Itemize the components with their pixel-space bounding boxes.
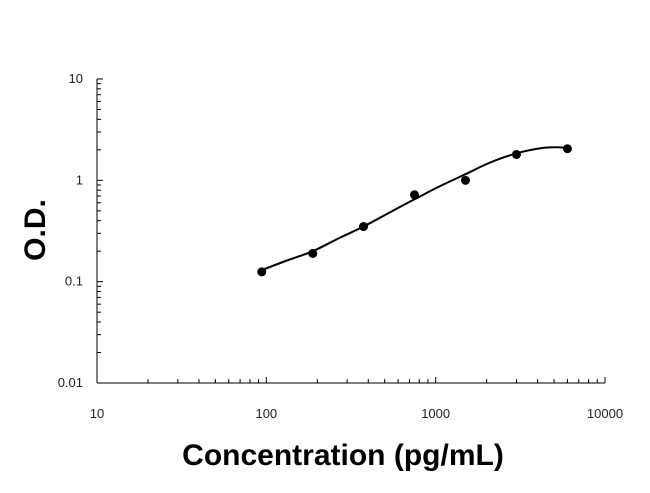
y-tick-label: 0.01 bbox=[58, 375, 83, 390]
tick-labels: 0.01 0.1 1 10 10 100 1000 10000 bbox=[58, 71, 623, 421]
x-axis-title: Concentration (pg/mL) bbox=[182, 439, 504, 472]
data-point bbox=[511, 149, 521, 159]
y-tick-label: 0.1 bbox=[65, 274, 83, 289]
y-tick-label: 10 bbox=[69, 71, 83, 86]
fit-curve-line bbox=[261, 146, 568, 272]
data-point bbox=[257, 267, 267, 277]
axes bbox=[96, 79, 605, 384]
data-point bbox=[460, 175, 470, 185]
y-axis-title: O.D. bbox=[19, 199, 52, 261]
data-points bbox=[257, 144, 572, 277]
data-point bbox=[410, 190, 420, 200]
data-point bbox=[308, 248, 318, 258]
x-tick-label: 10 bbox=[90, 406, 104, 421]
x-tick-label: 100 bbox=[255, 406, 277, 421]
minor-ticks bbox=[96, 78, 606, 384]
data-point bbox=[359, 222, 369, 232]
y-tick-label: 1 bbox=[76, 172, 83, 187]
x-tick-label: 1000 bbox=[421, 406, 450, 421]
data-point bbox=[562, 144, 572, 154]
fit-curve-layer bbox=[261, 146, 568, 272]
x-tick-label: 10000 bbox=[587, 406, 623, 421]
